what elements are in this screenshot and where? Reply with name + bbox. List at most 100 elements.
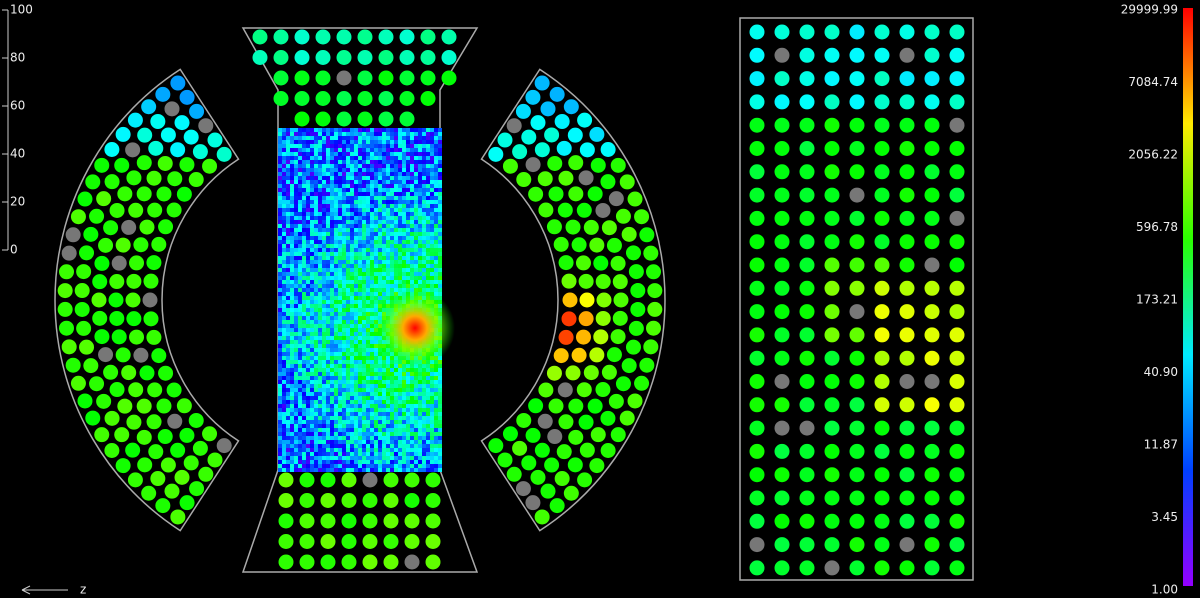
pixel [294, 364, 298, 368]
pixel [350, 432, 354, 436]
pixel [394, 128, 398, 132]
pixel [398, 468, 402, 472]
pixel [282, 268, 286, 272]
pixel [298, 272, 302, 276]
pixel [350, 332, 354, 336]
pixel [310, 280, 314, 284]
pixel [318, 264, 322, 268]
pixel [390, 276, 394, 280]
pixel [394, 260, 398, 264]
detector-cell [576, 382, 592, 398]
pixel [426, 384, 430, 388]
detector-cell [949, 374, 965, 389]
detector-cell [874, 467, 890, 483]
detector-cell [207, 132, 223, 148]
pixel [398, 448, 402, 452]
pixel [410, 280, 414, 284]
detector-cell [315, 50, 331, 65]
pixel [354, 380, 358, 384]
pixel [358, 256, 362, 260]
pixel [422, 420, 426, 424]
pixel [294, 240, 298, 244]
pixel [406, 388, 410, 392]
pixel [306, 136, 310, 140]
pixel [310, 384, 314, 388]
pixel [378, 464, 382, 468]
detector-cell [94, 157, 110, 173]
pixel [350, 232, 354, 236]
pixel [334, 360, 338, 364]
pixel [294, 140, 298, 144]
detector-cell [899, 443, 915, 459]
pixel [406, 268, 410, 272]
pixel [322, 424, 326, 428]
pixel [314, 176, 318, 180]
pixel [402, 184, 406, 188]
pixel [326, 252, 330, 256]
pixel [434, 168, 438, 172]
pixel [374, 148, 378, 152]
detector-cell [899, 420, 915, 436]
pixel [354, 428, 358, 432]
pixel [290, 448, 294, 452]
pixel [434, 368, 438, 372]
detector-cell [547, 429, 563, 445]
detector-cell [525, 89, 541, 105]
pixel [378, 220, 382, 224]
detector-cell [799, 47, 815, 63]
pixel [386, 280, 390, 284]
pixel [342, 372, 346, 376]
pixel [338, 316, 342, 320]
detector-cell [114, 157, 130, 173]
pixel [378, 160, 382, 164]
pixel [422, 256, 426, 260]
pixel [286, 360, 290, 364]
pixel [362, 260, 366, 264]
pixel [406, 144, 410, 148]
scale-tick-label: 20 [10, 195, 25, 209]
pixel [438, 464, 442, 468]
detector-cell [924, 443, 940, 459]
pixel [286, 312, 290, 316]
detector-cell [378, 91, 394, 106]
pixel [402, 408, 406, 412]
pixel [438, 240, 442, 244]
pixel [342, 272, 346, 276]
detector-cell [874, 94, 890, 110]
pixel [334, 344, 338, 348]
pixel [326, 248, 330, 252]
pixel [326, 392, 330, 396]
pixel [350, 444, 354, 448]
pixel [342, 276, 346, 280]
pixel [362, 144, 366, 148]
pixel [422, 176, 426, 180]
detector-cell [362, 472, 378, 488]
pixel [310, 252, 314, 256]
pixel [430, 256, 434, 260]
pixel [302, 168, 306, 172]
pixel [342, 400, 346, 404]
pixel [290, 192, 294, 196]
pixel [354, 220, 358, 224]
pixel [318, 364, 322, 368]
pixel [362, 332, 366, 336]
pixel [358, 236, 362, 240]
pixel [342, 304, 346, 308]
pixel [306, 436, 310, 440]
pixel [282, 140, 286, 144]
pixel [374, 288, 378, 292]
pixel [414, 220, 418, 224]
pixel [290, 248, 294, 252]
pixel [378, 244, 382, 248]
pixel [402, 284, 406, 288]
pixel [350, 456, 354, 460]
pixel [326, 304, 330, 308]
pixel [282, 180, 286, 184]
pixel [286, 164, 290, 168]
pixel [294, 380, 298, 384]
pixel [414, 256, 418, 260]
pixel [314, 324, 318, 328]
detector-cell [899, 397, 915, 413]
detector-cell [799, 350, 815, 366]
pixel [426, 156, 430, 160]
